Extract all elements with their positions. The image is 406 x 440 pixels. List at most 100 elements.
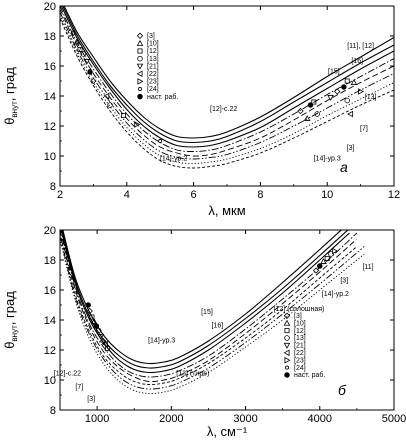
legend-label: [10] (147, 41, 159, 48)
curve-c13 (60, 8, 394, 157)
x-tick-label: 8 (257, 189, 263, 201)
y-axis-subscript: внут (10, 325, 19, 342)
data-point (89, 314, 95, 320)
data-point (344, 97, 350, 104)
y-tick-label: 10 (44, 151, 56, 163)
y-tick-label: 14 (44, 315, 56, 327)
data-point (341, 84, 347, 90)
data-point (358, 88, 365, 95)
legend-marker (136, 70, 143, 78)
ticks-group: 2 4 6 8 10 12 8 10 12 14 16 18 20 (44, 1, 400, 201)
x-tick-label: 2000 (159, 413, 183, 425)
data-point (97, 334, 105, 340)
y-axis-subscript: внут (10, 101, 19, 118)
x-tick-label: 10 (321, 189, 333, 201)
legend-label: [12] (294, 328, 306, 335)
legend-marker (283, 349, 290, 357)
legend-label: [21] (294, 343, 306, 350)
data-point (87, 69, 93, 75)
curve-annotation: [3] (87, 396, 95, 403)
curve-c7 (60, 11, 394, 160)
svg-text:θвнут, град: θвнут, град (2, 67, 19, 125)
data-point (101, 340, 108, 348)
data-point (86, 307, 93, 315)
curve-c16 (62, 6, 394, 144)
legend-label: [13] (294, 335, 306, 342)
y-axis-symbol: θ (2, 118, 17, 125)
curve-annotation: [3] (347, 145, 355, 152)
data-point (158, 139, 163, 143)
legend-item: [21] (136, 63, 159, 70)
x-axis-label: λ, мкм (208, 203, 245, 218)
curve-annotation: [16] (212, 323, 224, 330)
legend-label: [23] (294, 357, 306, 364)
legend-marker (284, 356, 291, 364)
data-point (317, 263, 323, 269)
data-points-group (70, 29, 365, 143)
curve-annotation: [14]-ур.3 (148, 338, 175, 345)
data-point (70, 29, 77, 37)
x-tick-label: 1000 (85, 413, 109, 425)
legend-item: [10] (136, 39, 159, 48)
curve-annotation: [14]-ур.3 (314, 156, 341, 163)
legend-marker (285, 365, 289, 370)
data-point (95, 327, 102, 334)
legend-label: [22] (294, 350, 306, 357)
y-tick-label: 8 (50, 405, 56, 417)
data-point (120, 113, 126, 118)
legend-marker (136, 63, 144, 70)
legend-marker (283, 342, 291, 349)
y-axis-unit: , град (2, 291, 17, 325)
data-point (347, 110, 354, 118)
legend-marker (137, 48, 143, 54)
legend-item: [23] (284, 356, 306, 364)
legend-marker (283, 312, 291, 319)
legend-item: наст. раб. (137, 93, 178, 101)
data-point (77, 47, 83, 52)
data-points-group (85, 247, 339, 351)
x-tick-label: 5000 (382, 413, 406, 425)
legend-marker (137, 55, 143, 62)
y-tick-label: 20 (44, 225, 56, 237)
x-axis-label: λ, см⁻¹ (207, 424, 248, 439)
curve-annotation: [14]-ур.2 (160, 156, 187, 163)
ticks-group: 1000 2000 3000 4000 5000 8 10 12 14 16 18 20 (44, 225, 406, 425)
data-point (314, 111, 320, 117)
y-tick-label: 12 (44, 345, 56, 357)
legend-label: [12] (147, 48, 159, 55)
legend-marker (138, 87, 142, 91)
curve-annotation: [7] (360, 126, 368, 133)
x-tick-label: 4 (124, 189, 130, 201)
y-tick-label: 14 (44, 91, 56, 103)
curve-annotation: [15] (328, 69, 340, 76)
legend-item: [22] (136, 70, 159, 78)
legend-item: [13] (284, 335, 306, 342)
curve-c13 (60, 230, 358, 383)
curve-annotation: [11] (362, 264, 373, 271)
data-point (344, 78, 350, 84)
legend-item: [13] (137, 55, 159, 63)
data-point (327, 95, 334, 101)
curves-group (60, 230, 365, 394)
legend-label: [10] (294, 320, 306, 327)
legend-marker (284, 328, 290, 334)
curve-c15 (61, 230, 349, 369)
legend-item: [12] (284, 328, 306, 335)
y-axis-label: θвнут, град (2, 67, 19, 125)
legend-label: наст. раб. (147, 93, 178, 101)
data-point (303, 115, 311, 121)
curve-annotation: [16] (351, 58, 363, 65)
legend-item: [3] (283, 312, 302, 320)
legend-marker (137, 93, 143, 100)
y-tick-label: 20 (44, 1, 56, 13)
curve-annotation: [12] (сплошная) (274, 306, 325, 313)
legend-item: [10] (283, 319, 306, 327)
curve-c7 (60, 235, 365, 390)
y-tick-label: 16 (44, 61, 56, 73)
y-axis-label: θвнут, град (2, 291, 19, 349)
curve-c14 (60, 17, 394, 169)
y-axis-symbol: θ (2, 342, 17, 349)
curve-annotation: [7] (75, 384, 83, 391)
data-point (90, 318, 98, 324)
legend-label: наст. раб. (294, 371, 325, 379)
